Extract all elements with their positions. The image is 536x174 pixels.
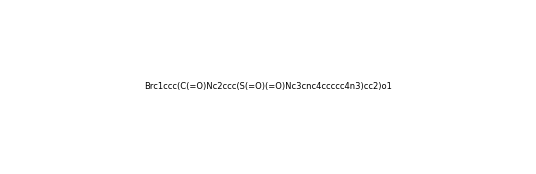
Text: Brc1ccc(C(=O)Nc2ccc(S(=O)(=O)Nc3cnc4ccccc4n3)cc2)o1: Brc1ccc(C(=O)Nc2ccc(S(=O)(=O)Nc3cnc4cccc…	[144, 82, 392, 92]
